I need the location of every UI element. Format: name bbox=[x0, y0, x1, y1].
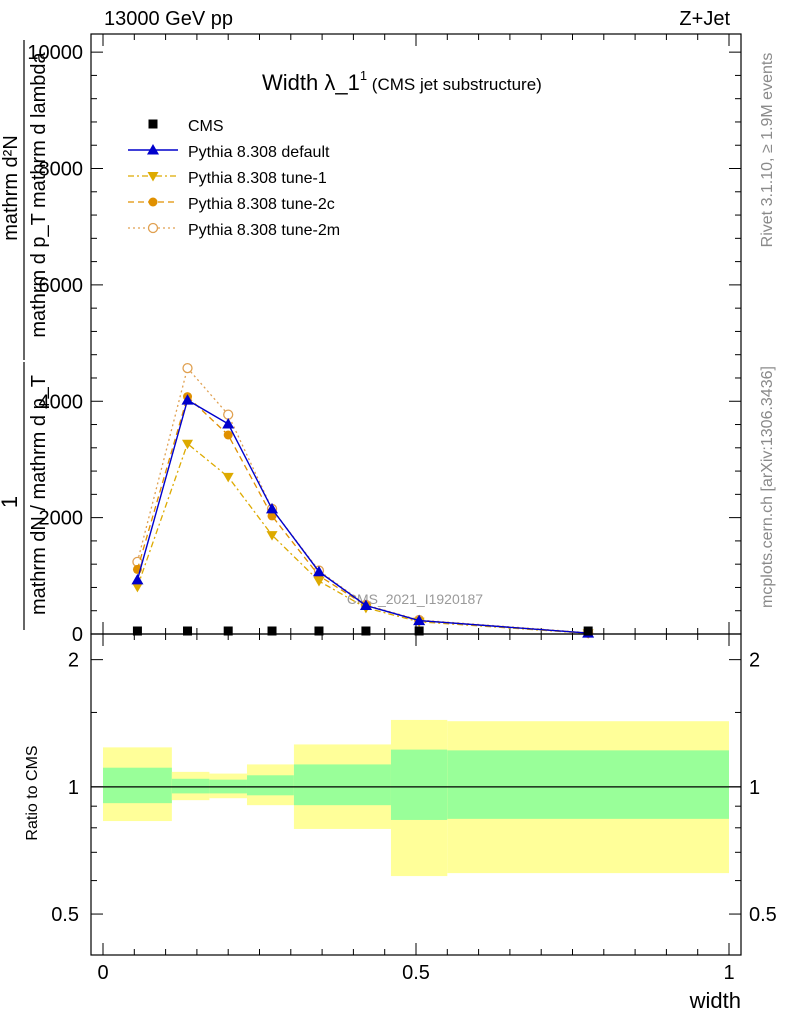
series-point-tune-1 bbox=[266, 531, 278, 541]
ratio-y-tick-label-right: 1 bbox=[749, 777, 760, 799]
y-tick-label: 0 bbox=[72, 624, 83, 646]
ratio-y-axis-label: Ratio to CMS bbox=[24, 745, 41, 840]
cms-data-point bbox=[148, 119, 158, 129]
y-tick-label: 4000 bbox=[39, 391, 84, 413]
series-point-tune-2c bbox=[148, 197, 158, 207]
series-point-tune-1 bbox=[222, 472, 234, 483]
series-point-tune-2m bbox=[223, 409, 234, 420]
legend-label: Pythia 8.308 default bbox=[188, 144, 330, 161]
y-label-d2n: mathrm d²N bbox=[0, 135, 22, 241]
ratio-y-tick-label: 1 bbox=[68, 777, 79, 799]
cms-data-point bbox=[223, 626, 233, 636]
header-right-label: Z+Jet bbox=[679, 8, 730, 30]
cms-data-point bbox=[183, 626, 193, 636]
series-point-tune-2c bbox=[223, 430, 233, 440]
x-tick-label: 0 bbox=[97, 962, 108, 984]
cms-data-point bbox=[132, 626, 142, 636]
series-point-tune-1 bbox=[313, 577, 325, 587]
ratio-y-tick-label: 0.5 bbox=[51, 904, 79, 926]
series-point-default bbox=[222, 417, 235, 429]
series-point-tune-2m bbox=[147, 222, 159, 234]
y-tick-label: 10000 bbox=[27, 42, 83, 64]
series-point-tune-1 bbox=[147, 172, 159, 182]
series-point-tune-2c bbox=[267, 511, 277, 521]
ratio-y-tick-label-right: 0.5 bbox=[749, 904, 777, 926]
series-point-default bbox=[131, 573, 144, 585]
cms-data-point bbox=[314, 626, 324, 636]
header-left-label: 13000 GeV pp bbox=[104, 8, 233, 30]
series-point-default bbox=[359, 599, 372, 610]
ratio-stat-band bbox=[103, 767, 172, 804]
cms-data-point bbox=[267, 626, 277, 636]
y-tick-label: 2000 bbox=[39, 508, 84, 530]
cms-data-point bbox=[583, 626, 593, 636]
legend-label: CMS bbox=[188, 118, 224, 135]
series-point-default bbox=[413, 614, 426, 626]
legend-label: Pythia 8.308 tune-2m bbox=[188, 222, 340, 239]
y-label-numerator-one: 1 bbox=[0, 496, 22, 508]
legend-label: Pythia 8.308 tune-1 bbox=[188, 170, 327, 187]
analysis-watermark: CMS_2021_I1920187 bbox=[347, 591, 483, 607]
series-point-tune-2m bbox=[182, 362, 193, 374]
ratio-stat-band bbox=[293, 764, 391, 806]
y-label-denominator-dn-dpt: mathrm dN / mathrm d p_T bbox=[28, 375, 50, 615]
y-label-dpt-dlambda: mathrm d p_T mathrm d lambda bbox=[28, 51, 50, 337]
y-axis-label: 1 mathrm dN / mathrm d p_T mathrm d²N mathr… bbox=[0, 40, 50, 630]
cms-data-point bbox=[361, 626, 371, 636]
series-point-default bbox=[312, 565, 325, 577]
x-tick-label: 0.5 bbox=[402, 962, 430, 984]
series-point-default bbox=[147, 144, 159, 155]
series-point-tune-1 bbox=[182, 439, 194, 450]
x-tick-label: 1 bbox=[723, 962, 734, 984]
series-line-pythia-8-308-tune-2m bbox=[136, 366, 589, 634]
legend: CMS Pythia 8.308 default Pythia 8.308 tune… bbox=[128, 118, 340, 239]
ratio-stat-band bbox=[246, 775, 294, 796]
y-tick-label: 6000 bbox=[39, 275, 84, 297]
y-tick-label: 8000 bbox=[39, 159, 84, 181]
ratio-y-tick-label-right: 2 bbox=[749, 650, 760, 672]
main-plot-panel: 0 2000 4000 6000 8000 10000 Width λ_11 (CMS je… bbox=[0, 33, 742, 646]
ratio-y-tick-label: 2 bbox=[68, 650, 79, 672]
series-point-default bbox=[266, 502, 279, 514]
ratio-stat-band bbox=[447, 750, 729, 819]
chart-title: Width λ_11 (CMS jet substructure) bbox=[262, 68, 542, 95]
ratio-stat-band bbox=[390, 749, 448, 820]
legend-label: Pythia 8.308 tune-2c bbox=[188, 196, 335, 213]
series-point-tune-1 bbox=[131, 582, 143, 593]
ratio-stat-band bbox=[171, 778, 210, 794]
series-line-pythia-8-308-tune-1 bbox=[136, 442, 589, 635]
cms-data-point bbox=[414, 626, 424, 636]
series-point-default bbox=[181, 394, 194, 405]
ratio-plot-panel: 0 0.5 1 width 0.5 0.5 1 1 2 2 Ratio to CMS bbox=[24, 633, 777, 1013]
x-axis-label: width bbox=[689, 988, 741, 1013]
series-line-pythia-8-308-default bbox=[136, 399, 589, 634]
